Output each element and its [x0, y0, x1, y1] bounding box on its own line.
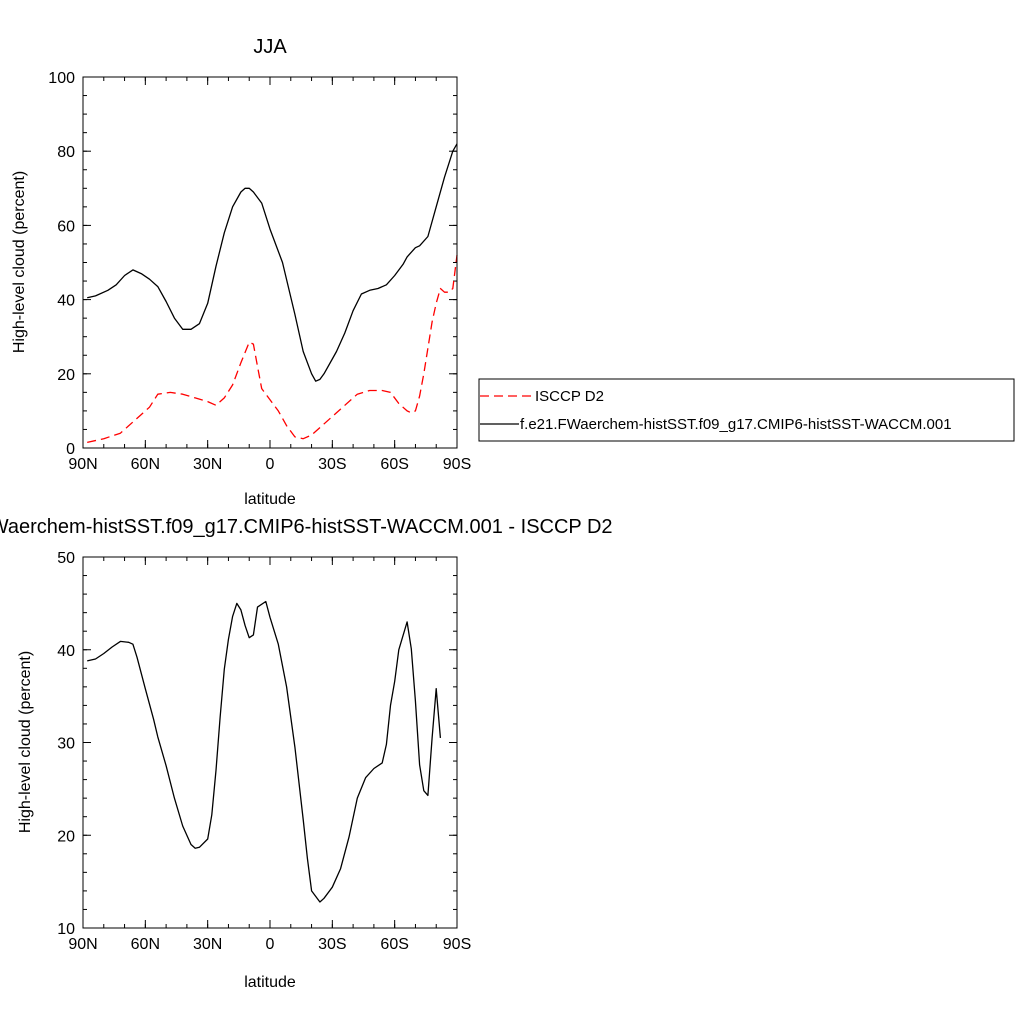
chart-2-y-tick-label: 10 [57, 921, 75, 938]
chart-2-title: f.e21.FWaerchem-histSST.f09_g17.CMIP6-hi… [0, 516, 613, 538]
chart-1-y-tick-label: 0 [66, 441, 75, 458]
chart-2-y-tick-label: 30 [57, 736, 75, 753]
legend-box [478, 378, 1015, 442]
chart-2-x-tick-label: 0 [266, 936, 275, 953]
legend-label-model: f.e21.FWaerchem-histSST.f09_g17.CMIP6-hi… [520, 416, 952, 433]
chart-2-x-tick-label: 30N [193, 936, 222, 953]
chart-1-series [87, 143, 458, 444]
chart-2-ylabel: High-level cloud (percent) [17, 651, 34, 833]
chart-1-x-tick-label: 30N [193, 456, 222, 473]
chart-panel-2: f.e21.FWaerchem-histSST.f09_g17.CMIP6-hi… [0, 516, 613, 991]
chart-2-series [87, 600, 442, 903]
chart-1-series-line-2 [87, 143, 458, 382]
chart-1-x-tick-label: 90N [68, 456, 97, 473]
chart-1-x-tick-label: 60N [131, 456, 160, 473]
chart-1-y-tick-label: 40 [57, 293, 75, 310]
chart-panel-1: JJA High-level cloud (percent) latitude … [11, 36, 1015, 508]
chart-2-xlabel: latitude [244, 974, 296, 991]
chart-1-y-tick-label: 100 [48, 70, 75, 87]
chart-1-series-line-1 [87, 255, 458, 444]
chart-1-x-tick-label: 0 [266, 456, 275, 473]
chart-2-x-tick-label: 90S [443, 936, 471, 953]
chart-1-legend: ISCCP D2 f.e21.FWaerchem-histSST.f09_g17… [478, 378, 1015, 442]
chart-2-plot-frame [82, 556, 458, 929]
chart-1-title: JJA [253, 36, 287, 58]
chart-2-x-tick-label: 30S [318, 936, 346, 953]
chart-1-y-tick-label: 20 [57, 367, 75, 384]
chart-1-xlabel: latitude [244, 491, 296, 508]
chart-1-x-tick-label: 60S [380, 456, 408, 473]
chart-1-ylabel: High-level cloud (percent) [11, 171, 28, 353]
chart-1-plot-frame [82, 76, 458, 449]
chart-2-x-tick-label: 60N [131, 936, 160, 953]
chart-2-x-tick-label: 90N [68, 936, 97, 953]
legend-label-isccp: ISCCP D2 [535, 388, 604, 405]
chart-2-x-tick-label: 60S [380, 936, 408, 953]
chart-1-y-tick-label: 80 [57, 144, 75, 161]
chart-2-y-tick-label: 50 [57, 550, 75, 567]
chart-1-x-tick-label: 90S [443, 456, 471, 473]
chart-2-series-line-1 [87, 600, 442, 903]
chart-2-y-tick-label: 20 [57, 828, 75, 845]
chart-1-ticks: 90N 60N 30N 0 30S 60S 90S 0 20 40 60 80 100 [48, 70, 471, 473]
chart-2-y-tick-label: 40 [57, 643, 75, 660]
chart-2-ticks: 90N 60N 30N 0 30S 60S 90S 10 20 30 40 50 [57, 550, 471, 953]
chart-1-x-tick-label: 30S [318, 456, 346, 473]
chart-1-y-tick-label: 60 [57, 218, 75, 235]
